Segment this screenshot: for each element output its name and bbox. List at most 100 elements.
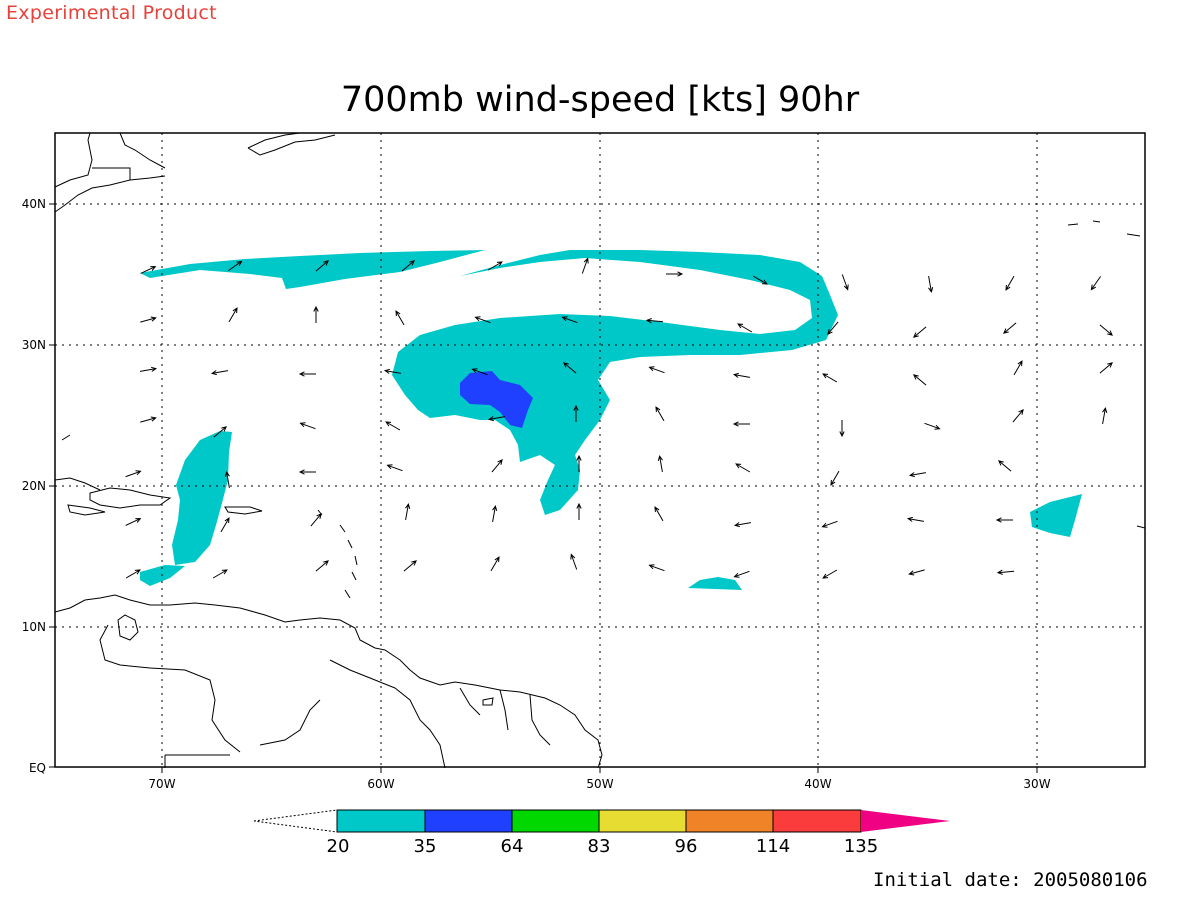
wind-vector-arrow bbox=[1013, 360, 1023, 376]
wind-vector-arrow bbox=[822, 373, 838, 383]
wind-band-north-west bbox=[140, 250, 485, 289]
coast-cuba bbox=[54, 434, 101, 491]
wind-vector-arrow bbox=[471, 368, 488, 376]
wind-vector-arrow bbox=[830, 470, 840, 486]
lat-label-eq: EQ bbox=[29, 761, 46, 775]
interior-borders bbox=[99, 624, 551, 769]
wind-vector-arrow bbox=[220, 517, 230, 533]
wind-band-caribbean bbox=[172, 431, 232, 565]
colorbar-swatch-35 bbox=[424, 809, 513, 833]
lat-label-20n: 20N bbox=[22, 479, 46, 493]
coast-nova-scotia bbox=[247, 132, 336, 156]
coast-lake-maracaibo bbox=[117, 614, 139, 641]
wind-vector-arrow bbox=[383, 368, 401, 374]
wind-vector-arrow bbox=[732, 372, 750, 378]
wind-vector-arrow bbox=[1003, 322, 1017, 334]
wind-vector-arrow bbox=[654, 506, 664, 522]
coast-puerto-rico bbox=[224, 506, 263, 515]
wind-vector-arrow bbox=[213, 426, 227, 438]
axis-labels: 70W 60W 50W 40W 30W 40N 30N 20N 10N EQ bbox=[22, 197, 1051, 791]
wind-vector-arrow bbox=[487, 416, 505, 422]
wind-vector-arrow bbox=[822, 569, 838, 579]
colorbar-label-20: 20 bbox=[327, 836, 350, 857]
wind-vector-arrow bbox=[492, 504, 498, 522]
wind-vector-arrow bbox=[313, 305, 319, 323]
wind-vector-arrow bbox=[839, 420, 845, 438]
wind-vector-arrow bbox=[648, 366, 665, 374]
lon-label-40w: 40W bbox=[804, 777, 831, 791]
wind-vector-arrow bbox=[315, 560, 329, 572]
wind-vector-arrow bbox=[315, 260, 329, 272]
colorbar-label-96: 96 bbox=[675, 836, 698, 857]
wind-vector-arrow bbox=[125, 470, 142, 478]
wind-vector-arrow bbox=[385, 421, 401, 431]
axis-ticks bbox=[49, 203, 1038, 773]
wind-vector-arrow bbox=[735, 463, 751, 473]
wind-vector-arrow bbox=[657, 454, 663, 472]
wind-vector-arrow bbox=[487, 261, 503, 271]
wind-vector-arrow bbox=[924, 422, 941, 430]
colorbar-high-triangle bbox=[861, 810, 950, 832]
coast-northeast-us bbox=[54, 132, 166, 213]
wind-vector-arrow bbox=[491, 459, 503, 473]
wind-vector-arrow bbox=[913, 326, 927, 338]
wind-vector-arrow bbox=[733, 570, 750, 578]
wind-vector-arrow bbox=[228, 307, 238, 323]
wind-vector-arrow bbox=[581, 257, 589, 274]
coastlines bbox=[54, 132, 1146, 769]
wind-vector-arrow bbox=[395, 310, 405, 326]
wind-vector-arrow bbox=[821, 520, 838, 528]
colorbar-label-83: 83 bbox=[588, 836, 611, 857]
coast-trinidad bbox=[482, 697, 494, 706]
wind-vector-arrow bbox=[125, 569, 141, 579]
colorbar-swatch-20 bbox=[336, 809, 426, 833]
wind-vector-arrow bbox=[386, 464, 403, 472]
colorbar-label-135: 135 bbox=[844, 836, 878, 857]
wind-core-35-64 bbox=[460, 371, 533, 428]
colorbar-swatch-64 bbox=[511, 809, 600, 833]
wind-vector-arrow bbox=[1005, 275, 1015, 291]
lat-label-30n: 30N bbox=[22, 338, 46, 352]
lat-label-10n: 10N bbox=[22, 620, 46, 634]
wind-patch-central bbox=[688, 577, 742, 590]
wind-vector-arrow bbox=[224, 470, 230, 488]
colorbar-swatch-83 bbox=[598, 809, 687, 833]
colorbar-label-35: 35 bbox=[414, 836, 437, 857]
wind-vector-arrow bbox=[1099, 362, 1113, 374]
wind-vector-arrow bbox=[563, 362, 577, 374]
colorbar: 20 35 64 83 96 114 135 bbox=[253, 809, 950, 857]
wind-vector-arrow bbox=[998, 460, 1012, 472]
wind-vector-arrow bbox=[140, 266, 157, 274]
wind-vector-arrow bbox=[908, 472, 926, 478]
wind-vector-arrow bbox=[1099, 324, 1113, 336]
wind-vector-arrow bbox=[1102, 406, 1108, 424]
colorbar-swatch-96 bbox=[685, 809, 774, 833]
coast-lesser-antilles bbox=[317, 509, 358, 599]
wind-vector-arrow bbox=[490, 556, 500, 572]
colorbar-low-triangle bbox=[253, 809, 338, 833]
wind-vector-arrow bbox=[1012, 409, 1024, 423]
wind-vector-arrow bbox=[125, 518, 142, 526]
wind-vector-arrow bbox=[140, 416, 157, 423]
map-title: 700mb wind-speed [kts] 90hr bbox=[340, 80, 860, 120]
wind-vector-arrow bbox=[648, 564, 665, 572]
wind-vector-arrow bbox=[570, 553, 578, 570]
wind-vector-arrow bbox=[995, 517, 1013, 523]
wind-vector-arrow bbox=[298, 371, 316, 377]
wind-vector-arrow bbox=[666, 271, 684, 277]
wind-patch-east bbox=[1030, 494, 1082, 537]
wind-band-arc bbox=[392, 250, 838, 515]
initial-date: Initial date: 2005080106 bbox=[873, 869, 1148, 891]
wind-vector-arrow bbox=[576, 454, 582, 472]
lon-label-50w: 50W bbox=[586, 777, 613, 791]
coast-south-america bbox=[54, 594, 603, 769]
coast-east-islands bbox=[1067, 220, 1146, 529]
wind-vector-arrow bbox=[752, 275, 768, 285]
lon-label-30w: 30W bbox=[1023, 777, 1050, 791]
wind-vector-arrow bbox=[140, 366, 158, 372]
wind-vector-arrow bbox=[655, 406, 665, 422]
colorbar-label-114: 114 bbox=[756, 836, 790, 857]
colorbar-label-64: 64 bbox=[501, 836, 524, 857]
wind-vector-arrow bbox=[576, 502, 582, 520]
